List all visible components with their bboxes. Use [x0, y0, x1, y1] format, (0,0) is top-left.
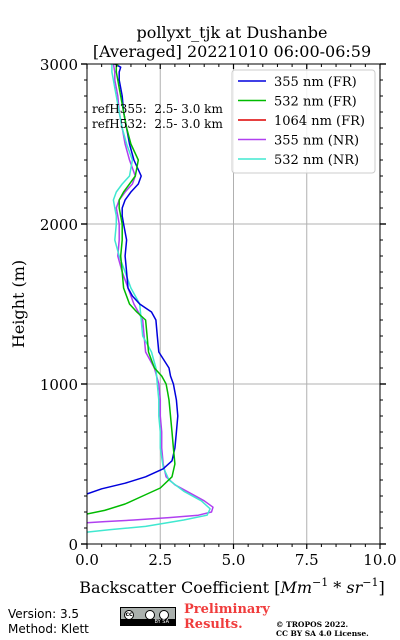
- y-axis-label: Height (m): [9, 260, 28, 348]
- version-text: Version: 3.5: [8, 607, 80, 621]
- x-axis-label-unit1: Mm: [279, 578, 312, 597]
- chart-title-line1: pollyxt_tjk at Dushanbe: [136, 23, 327, 42]
- x-tick-label: 7.5: [295, 551, 319, 569]
- x-axis-label-exp1: −1: [312, 576, 328, 589]
- cc-license-badge: cc BY SA: [120, 607, 176, 626]
- x-axis-label-exp2: −1: [362, 576, 378, 589]
- legend-label: 355 nm (FR): [274, 75, 357, 90]
- x-axis-label-main: Backscatter Coefficient [: [79, 578, 280, 597]
- axis-tick-labels: 0.0 2.5 5.0 7.5 10.0 0 1000 2000 3000: [40, 56, 397, 569]
- y-tick-label: 2000: [40, 216, 78, 234]
- x-axis-label-unit2: sr: [346, 578, 363, 597]
- legend-label: 1064 nm (FR): [274, 114, 365, 129]
- legend: 355 nm (FR) 532 nm (FR) 1064 nm (FR) 355 nm…: [231, 69, 376, 174]
- series-layer: [87, 64, 214, 533]
- legend-label: 532 nm (NR): [274, 153, 359, 168]
- copyright-line2: CC BY SA 4.0 License.: [276, 629, 369, 638]
- x-tick-label: 5.0: [222, 551, 246, 569]
- y-tick-label: 0: [68, 536, 78, 554]
- x-tick-label: 2.5: [148, 551, 172, 569]
- x-tick-label: 10.0: [363, 551, 396, 569]
- annotation-refh532: refH532: 2.5- 3.0 km: [92, 117, 223, 131]
- axis-ticks: [81, 63, 386, 549]
- y-tick-label: 1000: [40, 376, 78, 394]
- series-line-355-nm-nr: [87, 64, 214, 524]
- series-line-532-nm-fr: [87, 64, 176, 515]
- legend-label: 355 nm (NR): [274, 134, 359, 149]
- preliminary-line2: Results.: [184, 617, 243, 632]
- series-line-532-nm-nr: [87, 64, 211, 533]
- y-tick-label: 3000: [40, 56, 78, 74]
- preliminary-results-text: Preliminary Results.: [184, 602, 270, 632]
- legend-label: 532 nm (FR): [274, 95, 357, 110]
- method-text: Method: Klett: [8, 622, 89, 636]
- x-axis-label-mid: *: [328, 578, 346, 597]
- legend-entries: 355 nm (FR) 532 nm (FR) 1064 nm (FR) 355 nm…: [238, 75, 365, 168]
- legend-box: [231, 69, 376, 174]
- x-tick-label: 0.0: [75, 551, 99, 569]
- copyright-text: © TROPOS 2022. CC BY SA 4.0 License.: [276, 620, 369, 638]
- chart-title-line2: [Averaged] 20221010 06:00-06:59: [93, 42, 371, 61]
- copyright-line1: © TROPOS 2022.: [276, 620, 349, 629]
- x-axis-label-end: ]: [378, 578, 384, 597]
- annotation-refh355: refH355: 2.5- 3.0 km: [92, 102, 223, 116]
- x-axis-label: Backscatter Coefficient [Mm−1 * sr−1]: [79, 576, 384, 597]
- preliminary-line1: Preliminary: [184, 602, 270, 617]
- cc-badge-bar: BY SA: [121, 619, 175, 625]
